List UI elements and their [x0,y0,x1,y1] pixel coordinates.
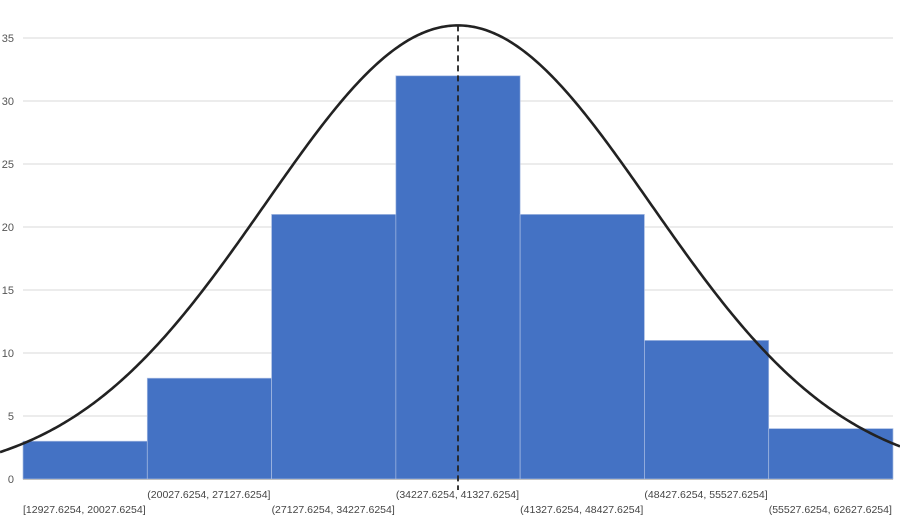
histogram-bar [519,214,645,480]
y-tick-label: 20 [2,222,14,234]
histogram-bar [22,440,148,480]
x-category-label: (27127.6254, 34227.6254] [272,504,395,516]
histogram-bar [644,340,770,480]
y-tick-label: 15 [2,285,14,297]
y-tick-label: 5 [8,411,14,423]
y-tick-label: 0 [8,474,14,486]
x-category-label: (34227.6254, 41327.6254] [396,489,519,501]
histogram-bar [271,214,397,480]
x-category-label: (48427.6254, 55527.6254] [644,489,767,501]
histogram-bar [146,377,272,480]
y-tick-label: 25 [2,159,14,171]
y-tick-label: 35 [2,33,14,45]
y-tick-label: 10 [2,348,14,360]
x-category-label: (41327.6254, 48427.6254] [520,504,643,516]
histogram-bar [768,428,894,480]
x-category-label: (20027.6254, 27127.6254] [147,489,270,501]
y-tick-label: 30 [2,96,14,108]
x-category-label: (55527.6254, 62627.6254] [769,504,892,516]
x-category-label: [12927.6254, 20027.6254] [23,504,146,516]
normal-curve [0,24,900,454]
